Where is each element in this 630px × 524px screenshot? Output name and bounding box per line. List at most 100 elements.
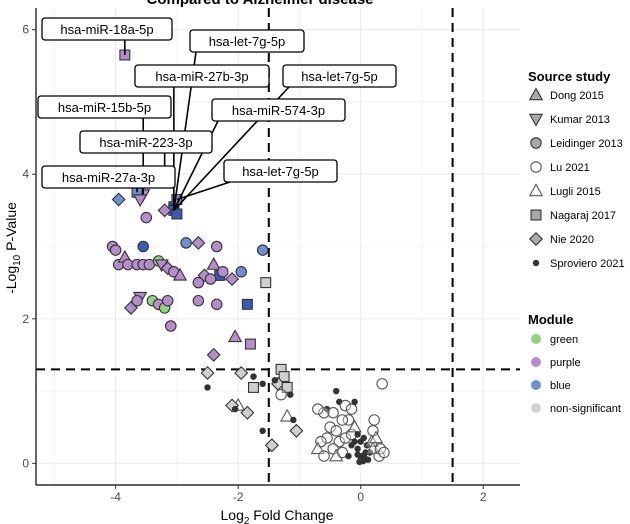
annotation-box: [223, 159, 338, 183]
data-point: [289, 423, 304, 438]
data-point: [172, 267, 188, 281]
data-point: [165, 320, 177, 332]
y-tick-label: 4: [22, 167, 29, 181]
data-point: [200, 365, 215, 380]
data-point: [227, 329, 243, 343]
data-point: [259, 427, 266, 435]
axes: [35, 8, 520, 486]
data-point: [259, 380, 266, 388]
data-point: [339, 399, 352, 412]
data-point: [330, 425, 342, 437]
annotation-box: [134, 64, 270, 88]
legend-key: [531, 403, 541, 413]
data-point: [290, 416, 297, 424]
legend-key: [532, 259, 540, 267]
data-point: [157, 203, 172, 218]
legend-key: [528, 113, 544, 127]
data-point: [345, 403, 358, 415]
data-point: [354, 445, 361, 453]
data-point: [123, 300, 138, 315]
annotation-text: hsa-miR-574-3p: [232, 103, 325, 118]
y-tick-label: 6: [22, 23, 29, 37]
data-point: [376, 378, 388, 390]
annotation-box: [211, 98, 346, 122]
data-point: [321, 432, 333, 444]
data-point: [365, 441, 381, 455]
annotation-text: hsa-let-7g-5p: [242, 164, 319, 179]
legend-key: [531, 380, 541, 390]
legend-label: Dong 2015: [550, 90, 604, 102]
annotation-box: [189, 29, 305, 53]
data-point: [281, 381, 293, 393]
data-point: [248, 381, 259, 393]
data-point: [260, 277, 272, 289]
data-point: [206, 256, 221, 270]
annotation-text: hsa-miR-27a-3p: [62, 170, 155, 185]
annotation-box: [37, 95, 172, 119]
legend-key: [528, 87, 544, 101]
data-point: [171, 208, 183, 220]
data-point: [354, 431, 361, 438]
data-point: [278, 371, 290, 383]
y-tick-label: 0: [22, 456, 29, 470]
data-point: [250, 373, 257, 380]
data-point: [310, 441, 325, 455]
data-point: [339, 432, 352, 444]
y-tick-label: 2: [22, 312, 29, 326]
legend-label: Lugli 2015: [550, 186, 601, 198]
annotation-text: hsa-miR-27b-3p: [155, 69, 248, 84]
data-point: [192, 294, 205, 307]
legend-label: Nagaraj 2017: [550, 210, 616, 222]
data-point: [131, 294, 143, 307]
annotation-text: hsa-miR-223-3p: [99, 135, 192, 150]
data-point: [360, 434, 367, 442]
legend-key: [530, 137, 542, 149]
x-tick-labels: -4 -2 0 2: [110, 485, 487, 504]
data-point: [256, 244, 269, 256]
data-point: [324, 421, 336, 433]
data-point: [312, 403, 324, 415]
annotation-text: hsa-let-7g-5p: [301, 69, 378, 84]
y-tick-labels: 0 2 4 6: [22, 23, 36, 470]
x-tick-label: 2: [480, 490, 487, 504]
y-axis-label: -Log10 P-Value: [3, 202, 23, 294]
data-point: [318, 406, 330, 419]
data-point: [137, 240, 149, 253]
legend-key: [530, 209, 542, 221]
legend-label: Leidinger 2013: [550, 138, 623, 150]
data-point: [240, 405, 255, 420]
data-point: [271, 376, 279, 384]
data-point: [342, 414, 355, 426]
annotation-box: [41, 165, 176, 189]
data-point: [351, 398, 358, 406]
annotation-box: [79, 130, 213, 154]
data-point: [111, 192, 126, 207]
annotation-text: hsa-let-7g-5p: [209, 34, 286, 49]
data-points: [106, 49, 390, 466]
data-point: [140, 211, 153, 224]
annotation-leader: [176, 181, 231, 201]
data-point: [318, 450, 330, 462]
annotation-text: hsa-miR-15b-5p: [58, 100, 151, 115]
legend-key: [528, 231, 544, 247]
legend-label: purple: [550, 357, 581, 369]
legend-key: [530, 161, 542, 173]
data-point: [234, 365, 249, 380]
chart-title: Compared to Alzheimer disease: [146, 0, 373, 8]
data-point: [368, 430, 384, 444]
legend-label: Lu 2021: [550, 162, 590, 174]
data-point: [275, 388, 287, 401]
data-point: [244, 338, 256, 350]
data-point: [180, 237, 192, 249]
data-point: [280, 408, 295, 422]
data-point: [231, 405, 239, 413]
data-point: [332, 387, 340, 395]
data-point: [264, 438, 279, 453]
legend-key: [531, 334, 541, 344]
legend-title: Module: [528, 312, 574, 327]
data-point: [327, 406, 339, 419]
annotation-text: hsa-miR-18a-5p: [60, 22, 153, 37]
data-point: [109, 244, 122, 256]
data-point: [210, 298, 223, 311]
